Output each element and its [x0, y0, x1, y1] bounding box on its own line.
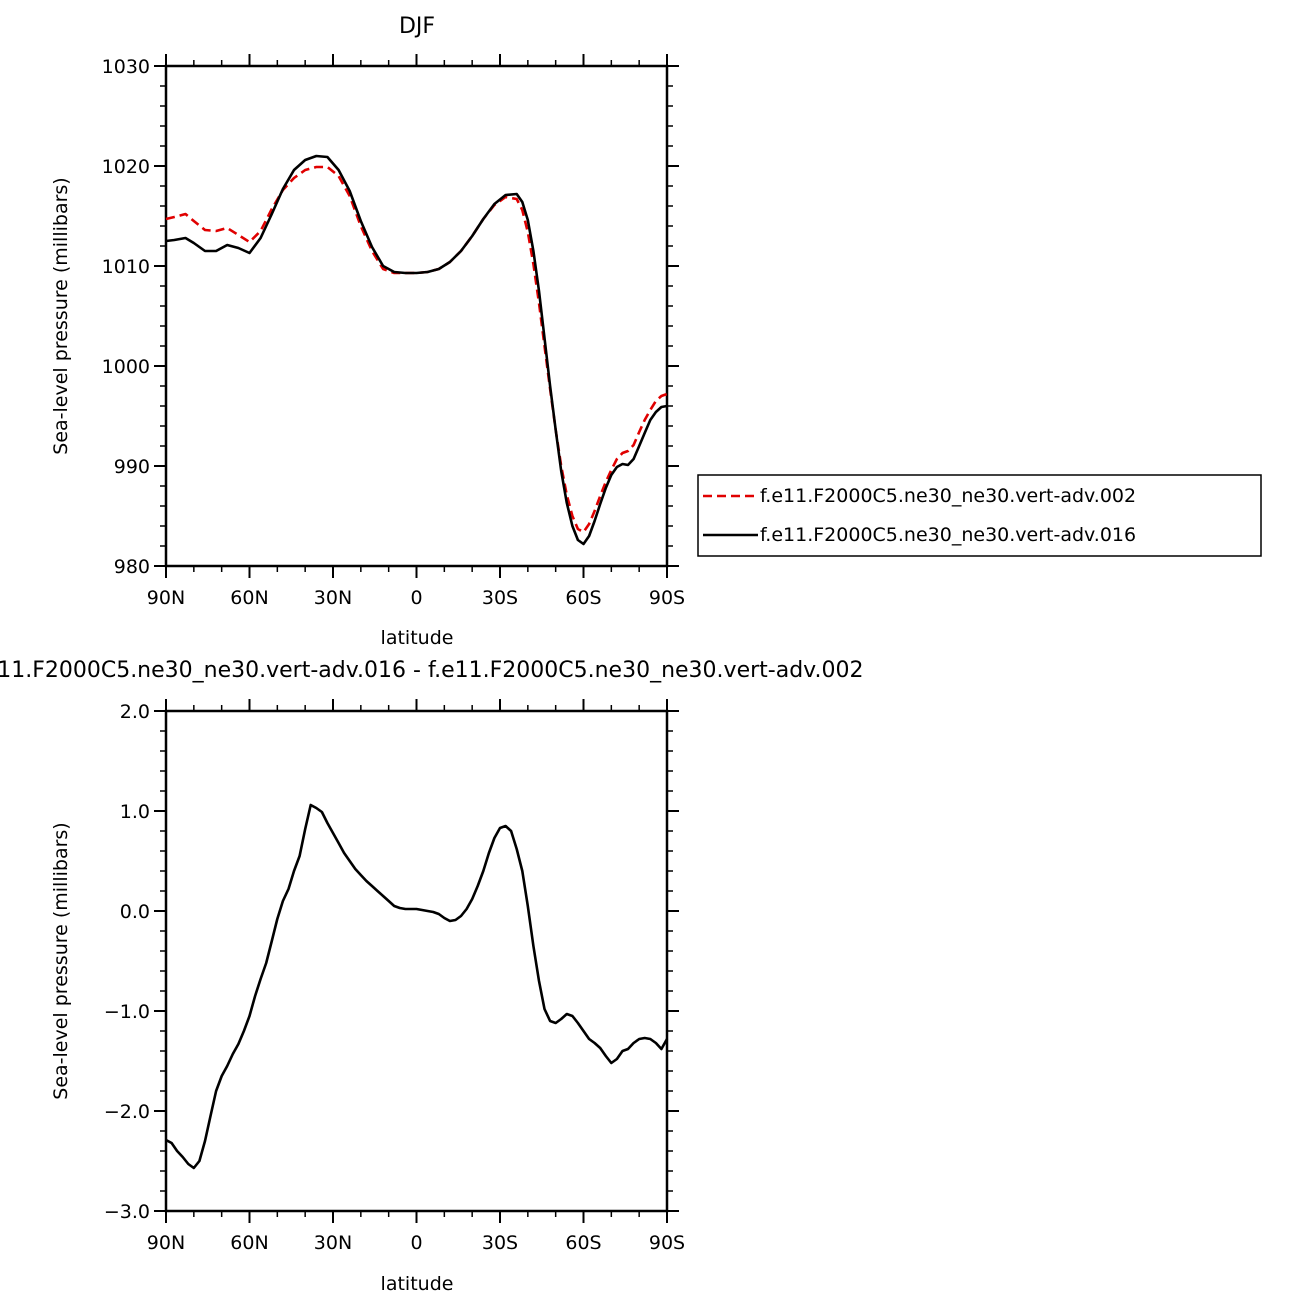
- y-tick-label: 980: [114, 556, 150, 578]
- x-tick-label: 60N: [230, 587, 268, 609]
- bottom-chart-panel: f.e11.F2000C5.ne30_ne30.vert-adv.016 - f…: [0, 658, 863, 1295]
- x-tick-label: 90N: [147, 587, 185, 609]
- y-tick-label: 1.0: [120, 801, 150, 823]
- y-tick-label: 990: [114, 456, 150, 478]
- series-line-2: [165, 154, 668, 546]
- top-x-axis-label: latitude: [381, 627, 454, 649]
- y-tick-label: −2.0: [104, 1101, 150, 1123]
- x-tick-label: 90N: [147, 1232, 185, 1254]
- y-tick-label: 1020: [102, 156, 150, 178]
- x-tick-label: 60N: [230, 1232, 268, 1254]
- legend-label-series-2: f.e11.F2000C5.ne30_ne30.vert-adv.016: [760, 524, 1136, 546]
- bottom-y-tick-labels: −3.0 −2.0 −1.0 0.0 1.0 2.0: [104, 701, 150, 1223]
- x-tick-label: 0: [410, 587, 422, 609]
- top-y-axis-label: Sea-level pressure (millibars): [50, 177, 72, 454]
- top-chart-title: DJF: [399, 14, 435, 39]
- bottom-plot-frame: [164, 709, 669, 1213]
- x-tick-label: 90S: [649, 587, 685, 609]
- bottom-y-axis-label: Sea-level pressure (millibars): [50, 822, 72, 1099]
- y-tick-label: −1.0: [104, 1001, 150, 1023]
- top-y-tick-labels: 980 990 1000 1010 1020 1030: [102, 56, 150, 578]
- top-plot-frame: [164, 64, 669, 568]
- series-line-1: [165, 803, 669, 1170]
- x-tick-label: 30S: [482, 587, 518, 609]
- top-tick-marks: [154, 54, 679, 578]
- legend-box: [697, 474, 1262, 557]
- bottom-chart-title: f.e11.F2000C5.ne30_ne30.vert-adv.016 - f…: [0, 658, 863, 683]
- top-chart-panel: DJF 980 990 1000 1010 1020 1030 90N 60N …: [50, 14, 1262, 649]
- bottom-tick-marks: [154, 699, 679, 1223]
- y-tick-label: −3.0: [104, 1201, 150, 1223]
- top-x-tick-labels: 90N 60N 30N 0 30S 60S 90S: [147, 587, 685, 609]
- y-tick-label: 0.0: [120, 901, 150, 923]
- x-tick-label: 30S: [482, 1232, 518, 1254]
- y-tick-label: 1010: [102, 256, 150, 278]
- y-tick-label: 1000: [102, 356, 150, 378]
- legend-label-series-1: f.e11.F2000C5.ne30_ne30.vert-adv.002: [760, 485, 1136, 507]
- x-tick-label: 60S: [565, 1232, 601, 1254]
- bottom-series-lines: [165, 803, 669, 1170]
- x-tick-label: 30N: [314, 587, 352, 609]
- y-tick-label: 2.0: [120, 701, 150, 723]
- y-tick-label: 1030: [102, 56, 150, 78]
- x-tick-label: 60S: [565, 587, 601, 609]
- x-tick-label: 90S: [649, 1232, 685, 1254]
- top-series-lines: [165, 154, 668, 546]
- bottom-x-tick-labels: 90N 60N 30N 0 30S 60S 90S: [147, 1232, 685, 1254]
- x-tick-label: 30N: [314, 1232, 352, 1254]
- series-line-1: [165, 165, 668, 534]
- legend: f.e11.F2000C5.ne30_ne30.vert-adv.002 f.e…: [697, 474, 1262, 557]
- x-tick-label: 0: [410, 1232, 422, 1254]
- bottom-x-axis-label: latitude: [381, 1273, 454, 1295]
